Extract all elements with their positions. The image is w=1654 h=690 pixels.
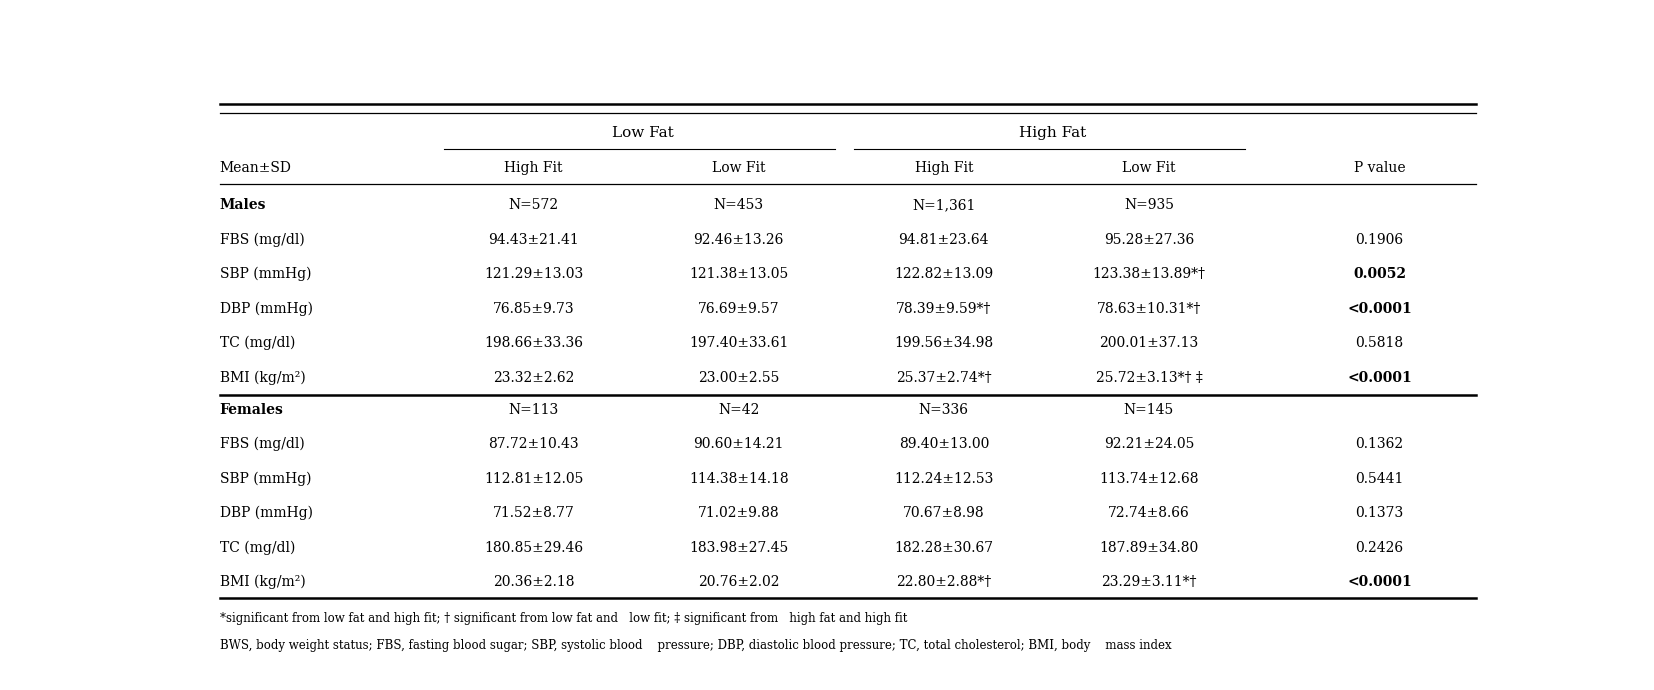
Text: 20.36±2.18: 20.36±2.18 xyxy=(493,575,574,589)
Text: 0.5818: 0.5818 xyxy=(1356,336,1404,350)
Text: SBP (mmHg): SBP (mmHg) xyxy=(220,267,311,282)
Text: 114.38±14.18: 114.38±14.18 xyxy=(690,472,789,486)
Text: N=113: N=113 xyxy=(508,402,559,417)
Text: High Fit: High Fit xyxy=(915,161,973,175)
Text: 25.72±3.13*† ‡: 25.72±3.13*† ‡ xyxy=(1095,371,1202,384)
Text: BMI (kg/m²): BMI (kg/m²) xyxy=(220,371,306,385)
Text: Low Fat: Low Fat xyxy=(612,126,673,140)
Text: 112.24±12.53: 112.24±12.53 xyxy=(895,472,994,486)
Text: N=42: N=42 xyxy=(718,402,759,417)
Text: 71.52±8.77: 71.52±8.77 xyxy=(493,506,574,520)
Text: Females: Females xyxy=(220,402,283,417)
Text: N=935: N=935 xyxy=(1125,198,1174,212)
Text: DBP (mmHg): DBP (mmHg) xyxy=(220,506,313,520)
Text: High Fat: High Fat xyxy=(1019,126,1087,140)
Text: 200.01±37.13: 200.01±37.13 xyxy=(1100,336,1199,350)
Text: 92.46±13.26: 92.46±13.26 xyxy=(693,233,784,246)
Text: TC (mg/dl): TC (mg/dl) xyxy=(220,336,294,351)
Text: 0.1906: 0.1906 xyxy=(1356,233,1404,246)
Text: 121.38±13.05: 121.38±13.05 xyxy=(690,267,789,281)
Text: Low Fit: Low Fit xyxy=(711,161,766,175)
Text: FBS (mg/dl): FBS (mg/dl) xyxy=(220,233,304,247)
Text: Mean±SD: Mean±SD xyxy=(220,161,291,175)
Text: Males: Males xyxy=(220,198,266,212)
Text: 94.81±23.64: 94.81±23.64 xyxy=(898,233,989,246)
Text: 78.39±9.59*†: 78.39±9.59*† xyxy=(896,302,991,315)
Text: 76.69±9.57: 76.69±9.57 xyxy=(698,302,779,315)
Text: 90.60±14.21: 90.60±14.21 xyxy=(693,437,784,451)
Text: 78.63±10.31*†: 78.63±10.31*† xyxy=(1097,302,1201,315)
Text: 76.85±9.73: 76.85±9.73 xyxy=(493,302,574,315)
Text: High Fit: High Fit xyxy=(504,161,562,175)
Text: BWS, body weight status; FBS, fasting blood sugar; SBP, systolic blood    pressu: BWS, body weight status; FBS, fasting bl… xyxy=(220,640,1171,653)
Text: 70.67±8.98: 70.67±8.98 xyxy=(903,506,984,520)
Text: 123.38±13.89*†: 123.38±13.89*† xyxy=(1092,267,1206,281)
Text: 199.56±34.98: 199.56±34.98 xyxy=(895,336,994,350)
Text: <0.0001: <0.0001 xyxy=(1348,575,1413,589)
Text: 23.00±2.55: 23.00±2.55 xyxy=(698,371,779,384)
Text: <0.0001: <0.0001 xyxy=(1348,302,1413,315)
Text: 72.74±8.66: 72.74±8.66 xyxy=(1108,506,1189,520)
Text: <0.0001: <0.0001 xyxy=(1348,371,1413,384)
Text: 180.85±29.46: 180.85±29.46 xyxy=(485,541,584,555)
Text: N=145: N=145 xyxy=(1123,402,1174,417)
Text: N=453: N=453 xyxy=(713,198,764,212)
Text: 89.40±13.00: 89.40±13.00 xyxy=(898,437,989,451)
Text: 95.28±27.36: 95.28±27.36 xyxy=(1103,233,1194,246)
Text: N=1,361: N=1,361 xyxy=(911,198,976,212)
Text: N=572: N=572 xyxy=(508,198,559,212)
Text: N=336: N=336 xyxy=(920,402,969,417)
Text: FBS (mg/dl): FBS (mg/dl) xyxy=(220,437,304,451)
Text: 197.40±33.61: 197.40±33.61 xyxy=(690,336,789,350)
Text: 25.37±2.74*†: 25.37±2.74*† xyxy=(896,371,992,384)
Text: BMI (kg/m²): BMI (kg/m²) xyxy=(220,575,306,589)
Text: 92.21±24.05: 92.21±24.05 xyxy=(1103,437,1194,451)
Text: 183.98±27.45: 183.98±27.45 xyxy=(690,541,789,555)
Text: 22.80±2.88*†: 22.80±2.88*† xyxy=(896,575,991,589)
Text: 198.66±33.36: 198.66±33.36 xyxy=(485,336,584,350)
Text: 113.74±12.68: 113.74±12.68 xyxy=(1100,472,1199,486)
Text: 71.02±9.88: 71.02±9.88 xyxy=(698,506,779,520)
Text: P value: P value xyxy=(1355,161,1406,175)
Text: 0.1373: 0.1373 xyxy=(1356,506,1404,520)
Text: 20.76±2.02: 20.76±2.02 xyxy=(698,575,779,589)
Text: 187.89±34.80: 187.89±34.80 xyxy=(1100,541,1199,555)
Text: Low Fit: Low Fit xyxy=(1121,161,1176,175)
Text: 121.29±13.03: 121.29±13.03 xyxy=(485,267,584,281)
Text: DBP (mmHg): DBP (mmHg) xyxy=(220,302,313,316)
Text: 23.29±3.11*†: 23.29±3.11*† xyxy=(1102,575,1196,589)
Text: 112.81±12.05: 112.81±12.05 xyxy=(485,472,584,486)
Text: TC (mg/dl): TC (mg/dl) xyxy=(220,540,294,555)
Text: 0.0052: 0.0052 xyxy=(1353,267,1406,281)
Text: SBP (mmHg): SBP (mmHg) xyxy=(220,471,311,486)
Text: 0.2426: 0.2426 xyxy=(1356,541,1404,555)
Text: 0.1362: 0.1362 xyxy=(1356,437,1404,451)
Text: 0.5441: 0.5441 xyxy=(1356,472,1404,486)
Text: 23.32±2.62: 23.32±2.62 xyxy=(493,371,574,384)
Text: 94.43±21.41: 94.43±21.41 xyxy=(488,233,579,246)
Text: 122.82±13.09: 122.82±13.09 xyxy=(895,267,994,281)
Text: *significant from low fat and high fit; † significant from low fat and   low fit: *significant from low fat and high fit; … xyxy=(220,612,906,625)
Text: 182.28±30.67: 182.28±30.67 xyxy=(895,541,994,555)
Text: 87.72±10.43: 87.72±10.43 xyxy=(488,437,579,451)
